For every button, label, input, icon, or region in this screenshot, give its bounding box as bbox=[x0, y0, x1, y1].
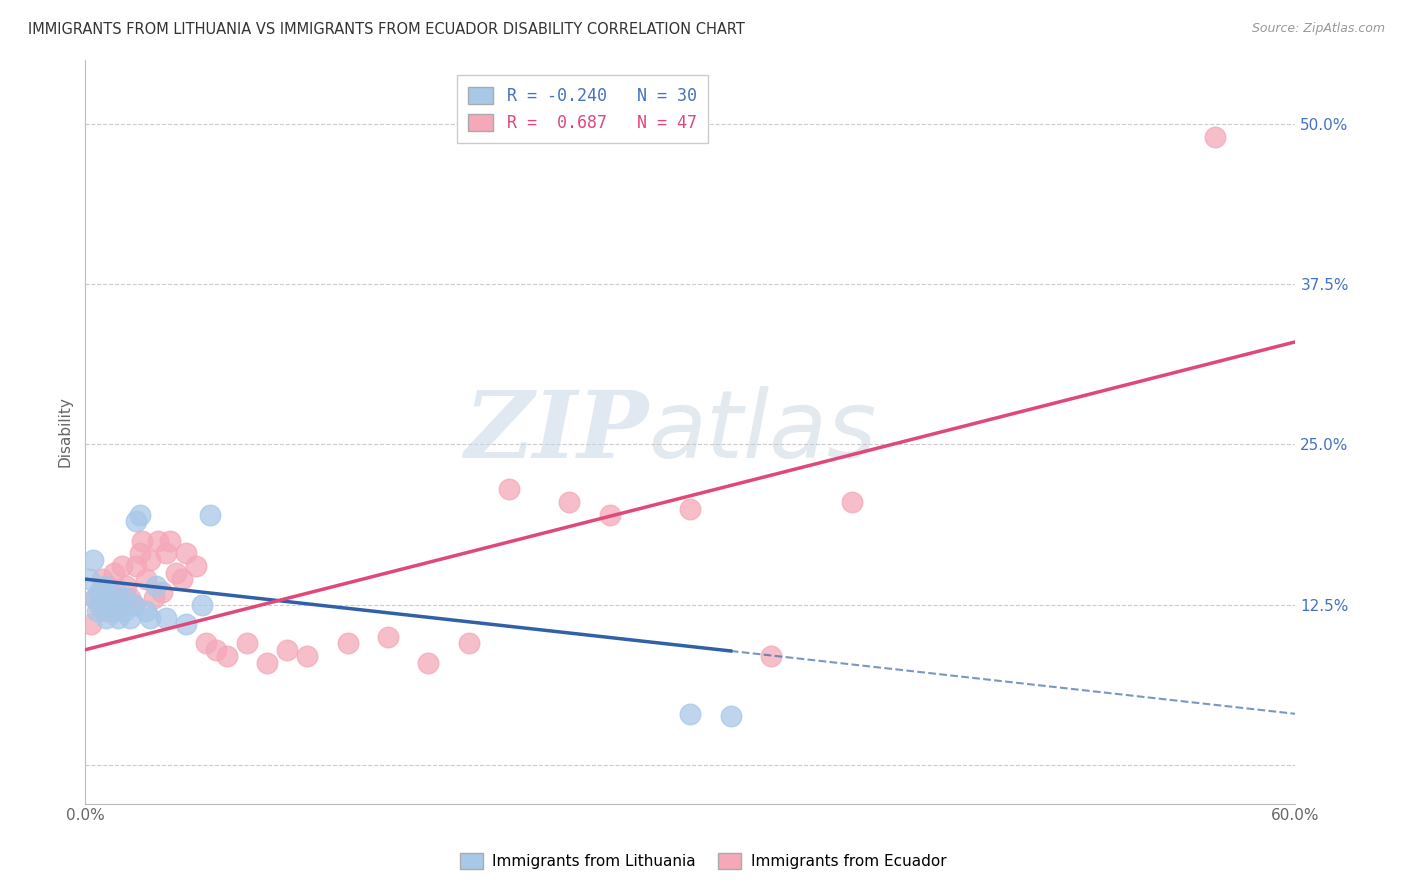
Point bbox=[128, 546, 150, 560]
Text: ZIP: ZIP bbox=[464, 386, 648, 476]
Point bbox=[498, 483, 520, 497]
Point bbox=[759, 649, 782, 664]
Point bbox=[122, 598, 145, 612]
Point bbox=[90, 598, 112, 612]
Point bbox=[256, 656, 278, 670]
Point bbox=[86, 604, 108, 618]
Point bbox=[135, 572, 157, 586]
Point bbox=[89, 598, 111, 612]
Point bbox=[679, 706, 702, 721]
Text: IMMIGRANTS FROM LITHUANIA VS IMMIGRANTS FROM ECUADOR DISABILITY CORRELATION CHAR: IMMIGRANTS FROM LITHUANIA VS IMMIGRANTS … bbox=[28, 22, 745, 37]
Point bbox=[336, 636, 359, 650]
Point bbox=[84, 591, 107, 606]
Point bbox=[112, 598, 135, 612]
Point bbox=[94, 604, 117, 618]
Legend: R = -0.240   N = 30, R =  0.687   N = 47: R = -0.240 N = 30, R = 0.687 N = 47 bbox=[457, 75, 709, 144]
Point bbox=[139, 553, 162, 567]
Point bbox=[297, 649, 319, 664]
Point bbox=[720, 709, 742, 723]
Point bbox=[100, 604, 122, 618]
Point bbox=[205, 642, 228, 657]
Point bbox=[172, 572, 194, 586]
Point bbox=[155, 546, 177, 560]
Point bbox=[79, 572, 101, 586]
Point bbox=[159, 533, 181, 548]
Point bbox=[111, 598, 134, 612]
Point bbox=[97, 598, 120, 612]
Point bbox=[84, 591, 107, 606]
Point bbox=[107, 591, 129, 606]
Point bbox=[146, 533, 169, 548]
Point bbox=[135, 604, 157, 618]
Point bbox=[174, 546, 197, 560]
Point bbox=[125, 559, 148, 574]
Point bbox=[107, 610, 129, 624]
Point bbox=[125, 515, 148, 529]
Point bbox=[418, 656, 440, 670]
Point bbox=[155, 610, 177, 624]
Point bbox=[131, 533, 153, 548]
Point bbox=[841, 495, 863, 509]
Point bbox=[122, 598, 145, 612]
Point bbox=[145, 578, 167, 592]
Point bbox=[235, 636, 257, 650]
Point bbox=[558, 495, 581, 509]
Point bbox=[82, 553, 104, 567]
Point bbox=[679, 501, 702, 516]
Point bbox=[186, 559, 208, 574]
Point bbox=[142, 591, 165, 606]
Text: Source: ZipAtlas.com: Source: ZipAtlas.com bbox=[1251, 22, 1385, 36]
Point bbox=[103, 598, 125, 612]
Point bbox=[111, 559, 134, 574]
Point bbox=[90, 572, 112, 586]
Point bbox=[98, 591, 121, 606]
Point bbox=[103, 566, 125, 580]
Point bbox=[97, 578, 120, 592]
Point bbox=[98, 591, 121, 606]
Point bbox=[139, 610, 162, 624]
Y-axis label: Disability: Disability bbox=[58, 396, 72, 467]
Point bbox=[150, 585, 173, 599]
Point bbox=[457, 636, 479, 650]
Point bbox=[93, 578, 115, 592]
Point bbox=[377, 630, 399, 644]
Point bbox=[114, 591, 136, 606]
Point bbox=[118, 591, 141, 606]
Point bbox=[1204, 129, 1226, 144]
Point bbox=[174, 617, 197, 632]
Point bbox=[94, 610, 117, 624]
Legend: Immigrants from Lithuania, Immigrants from Ecuador: Immigrants from Lithuania, Immigrants fr… bbox=[454, 847, 952, 875]
Point bbox=[104, 585, 127, 599]
Point bbox=[195, 636, 218, 650]
Point bbox=[104, 604, 127, 618]
Point bbox=[276, 642, 298, 657]
Point bbox=[599, 508, 621, 522]
Point bbox=[114, 578, 136, 592]
Point bbox=[200, 508, 222, 522]
Point bbox=[112, 604, 135, 618]
Point bbox=[118, 610, 141, 624]
Point bbox=[128, 508, 150, 522]
Point bbox=[215, 649, 238, 664]
Point bbox=[191, 598, 214, 612]
Text: atlas: atlas bbox=[648, 386, 876, 477]
Point bbox=[89, 585, 111, 599]
Point bbox=[165, 566, 187, 580]
Point bbox=[80, 617, 103, 632]
